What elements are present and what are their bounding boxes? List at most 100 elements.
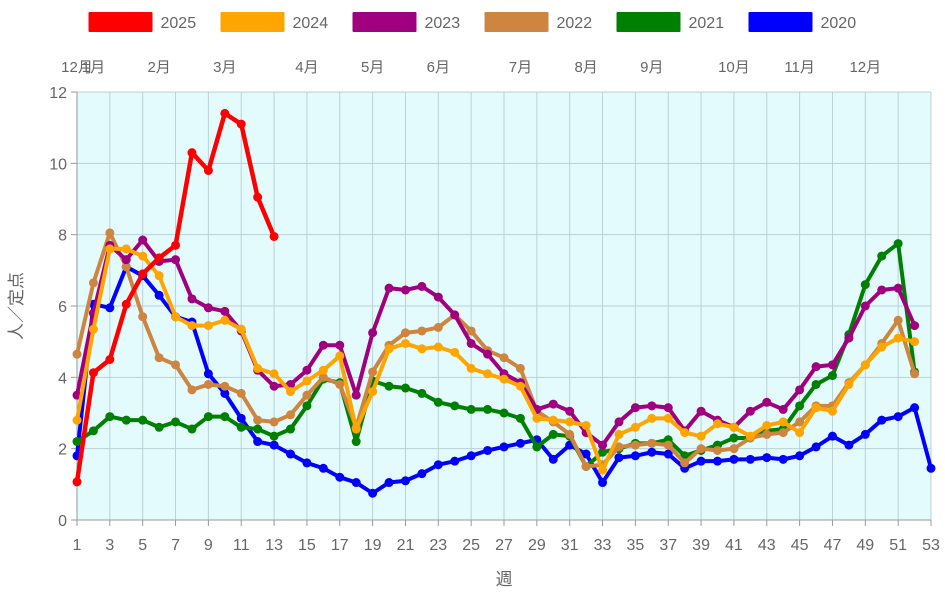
data-point bbox=[910, 337, 920, 347]
data-point bbox=[433, 460, 443, 470]
y-tick-label: 4 bbox=[58, 370, 67, 387]
data-point bbox=[236, 324, 246, 334]
data-point bbox=[877, 415, 887, 425]
data-point bbox=[286, 410, 295, 420]
data-point bbox=[171, 312, 181, 322]
data-point bbox=[466, 404, 476, 414]
legend-label: 2020 bbox=[821, 15, 857, 32]
data-point bbox=[466, 451, 476, 461]
data-point bbox=[745, 454, 755, 464]
data-point bbox=[581, 420, 591, 430]
data-point bbox=[795, 401, 805, 411]
data-point bbox=[515, 381, 525, 391]
series-2024 bbox=[72, 244, 920, 475]
data-point bbox=[598, 447, 608, 457]
data-point bbox=[663, 403, 673, 413]
data-point bbox=[417, 326, 427, 336]
data-point bbox=[253, 363, 263, 373]
x-tick-label: 37 bbox=[659, 537, 677, 554]
data-point bbox=[548, 429, 558, 439]
data-point bbox=[302, 365, 312, 375]
legend-item: 2025 bbox=[88, 12, 197, 32]
data-point bbox=[827, 360, 837, 370]
data-point bbox=[811, 403, 821, 413]
data-point bbox=[105, 355, 115, 364]
series-2023 bbox=[72, 235, 920, 450]
data-point bbox=[860, 360, 870, 370]
data-point bbox=[581, 462, 591, 471]
data-point bbox=[368, 387, 378, 397]
x-tick-label: 33 bbox=[594, 537, 612, 554]
legend-swatch bbox=[616, 12, 681, 32]
data-point bbox=[499, 374, 509, 384]
data-point bbox=[630, 440, 640, 450]
data-point bbox=[286, 449, 295, 459]
data-point bbox=[220, 315, 230, 325]
data-point bbox=[745, 406, 755, 416]
data-point bbox=[745, 431, 755, 441]
data-point bbox=[121, 299, 131, 309]
data-point bbox=[630, 451, 640, 461]
data-point bbox=[368, 328, 378, 338]
data-point bbox=[696, 456, 706, 466]
data-point bbox=[499, 408, 509, 418]
x-tick-label: 51 bbox=[889, 537, 907, 554]
data-point bbox=[121, 244, 131, 254]
data-point bbox=[926, 463, 936, 473]
x-tick-label: 21 bbox=[397, 537, 415, 554]
series-line bbox=[75, 230, 917, 469]
data-point bbox=[647, 438, 657, 448]
data-point bbox=[515, 363, 525, 373]
legend-swatch bbox=[352, 12, 417, 32]
data-point bbox=[466, 326, 476, 336]
data-point bbox=[72, 477, 82, 487]
data-point bbox=[138, 235, 148, 245]
month-label: 5月 bbox=[361, 59, 384, 76]
data-point bbox=[910, 403, 920, 413]
x-tick-label: 53 bbox=[922, 537, 940, 554]
data-point bbox=[105, 244, 115, 254]
data-point bbox=[483, 404, 493, 414]
data-point bbox=[417, 344, 427, 354]
month-label: 8月 bbox=[574, 59, 597, 76]
data-point bbox=[318, 340, 328, 350]
data-point bbox=[417, 281, 427, 291]
month-label: 6月 bbox=[427, 59, 450, 76]
data-point bbox=[466, 338, 476, 348]
x-tick-label: 3 bbox=[105, 537, 114, 554]
data-point bbox=[187, 424, 197, 434]
data-point bbox=[203, 321, 213, 331]
data-point bbox=[105, 303, 115, 313]
data-point bbox=[318, 372, 328, 382]
data-point bbox=[368, 488, 378, 498]
data-point bbox=[893, 412, 903, 422]
data-point bbox=[351, 478, 361, 488]
data-point bbox=[203, 369, 213, 379]
data-point bbox=[598, 440, 608, 450]
data-point bbox=[171, 417, 181, 427]
legend-label: 2025 bbox=[161, 15, 197, 32]
month-label: 7月 bbox=[509, 59, 532, 76]
data-point bbox=[302, 390, 312, 400]
x-tick-label: 5 bbox=[138, 537, 147, 554]
data-point bbox=[910, 321, 920, 331]
month-label: 9月 bbox=[640, 59, 663, 76]
data-point bbox=[384, 344, 394, 354]
legend-label: 2023 bbox=[425, 15, 461, 32]
y-tick-label: 8 bbox=[58, 228, 67, 245]
data-point bbox=[72, 415, 82, 425]
data-point bbox=[138, 269, 148, 279]
x-tick-label: 7 bbox=[171, 537, 180, 554]
data-point bbox=[286, 424, 295, 434]
data-point bbox=[72, 349, 82, 359]
data-point bbox=[860, 280, 870, 290]
data-point bbox=[220, 388, 230, 398]
data-point bbox=[417, 469, 427, 479]
data-point bbox=[88, 368, 98, 378]
data-point bbox=[121, 415, 131, 425]
data-point bbox=[483, 445, 493, 455]
data-point bbox=[647, 401, 657, 411]
data-point bbox=[433, 397, 443, 407]
series-line bbox=[75, 246, 917, 473]
